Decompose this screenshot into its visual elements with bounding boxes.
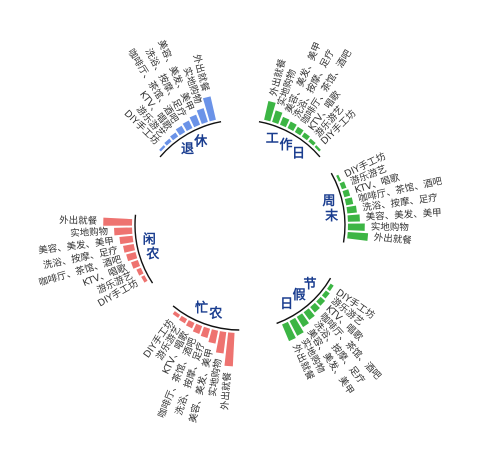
- group-arc: [172, 305, 240, 331]
- group-name-char: 退: [181, 142, 194, 157]
- bar: [327, 283, 334, 292]
- bar: [342, 189, 351, 198]
- bar: [310, 302, 320, 313]
- bar: [172, 311, 181, 318]
- category-label: 实地购物: [70, 225, 109, 239]
- bar: [200, 326, 211, 338]
- bar: [141, 275, 148, 283]
- bar: [344, 197, 354, 206]
- bar: [289, 317, 304, 336]
- bar: [279, 116, 290, 128]
- bar: [164, 138, 172, 146]
- bar: [308, 138, 316, 146]
- bar: [126, 252, 138, 262]
- group-name-char: 忙: [195, 300, 208, 316]
- bar: [192, 323, 203, 335]
- bar: [175, 125, 186, 136]
- bar: [314, 145, 321, 152]
- category-label: 外出就餐: [59, 214, 98, 227]
- group-arc: [258, 121, 321, 158]
- bar: [119, 235, 134, 245]
- bars: [103, 96, 369, 367]
- group-name-char: 假: [293, 287, 307, 303]
- category-label: 实地购物: [206, 357, 224, 397]
- bar: [296, 313, 310, 328]
- group-arcs: [134, 121, 346, 331]
- bar: [303, 308, 315, 321]
- group-arc: [330, 172, 346, 243]
- bar: [347, 223, 365, 231]
- bar: [282, 321, 296, 342]
- bar: [347, 231, 369, 241]
- bar: [346, 205, 357, 214]
- group-arc: [276, 277, 332, 325]
- bar: [114, 227, 133, 236]
- bar: [336, 174, 342, 182]
- bar: [208, 329, 219, 344]
- group-name-char: 作: [279, 137, 292, 153]
- bar: [189, 114, 201, 128]
- bar: [215, 331, 227, 354]
- category-labels: 外出就餐实地购物美容、美发、美甲洗浴、按摩、足疗咖啡厅、茶馆、酒吧KTV、唱歌游…: [37, 38, 443, 424]
- group-name-char: 休: [193, 133, 208, 149]
- category-label: 实地购物: [371, 221, 410, 234]
- bar: [103, 217, 133, 226]
- group-name-char: 日: [292, 147, 305, 162]
- bar: [294, 126, 304, 136]
- bar: [264, 101, 276, 122]
- category-label: 美容、美发、美甲: [365, 207, 442, 223]
- bar: [287, 121, 297, 132]
- bar: [321, 290, 330, 299]
- group-name-char: 节: [303, 276, 316, 292]
- group-name-char: 末: [324, 208, 339, 224]
- group-name-char: 闲: [143, 232, 156, 247]
- category-label: 外出就餐: [373, 231, 412, 247]
- bar: [170, 132, 179, 141]
- bar: [272, 110, 283, 124]
- bar: [202, 96, 216, 122]
- category-label: 外出就餐: [219, 371, 234, 410]
- group-arc: [159, 121, 222, 158]
- bar: [316, 296, 326, 306]
- bar: [136, 267, 144, 276]
- bar: [159, 145, 166, 152]
- bar: [196, 108, 208, 124]
- bar: [347, 214, 360, 222]
- bar: [185, 320, 195, 329]
- group-name-char: 日: [280, 297, 293, 312]
- bar: [182, 120, 193, 132]
- group-name-char: 农: [208, 305, 222, 321]
- bar: [179, 315, 188, 324]
- bar: [339, 181, 347, 190]
- group-name-char: 工: [266, 131, 279, 146]
- bar: [123, 243, 135, 253]
- group-name-char: 周: [322, 194, 335, 209]
- bar: [301, 132, 310, 141]
- group-labels: 退休工作日周末节假日农忙农闲: [143, 131, 339, 321]
- group-arc: [134, 214, 154, 284]
- group-name-char: 农: [145, 246, 159, 262]
- bar: [131, 259, 141, 269]
- bar: [224, 332, 235, 367]
